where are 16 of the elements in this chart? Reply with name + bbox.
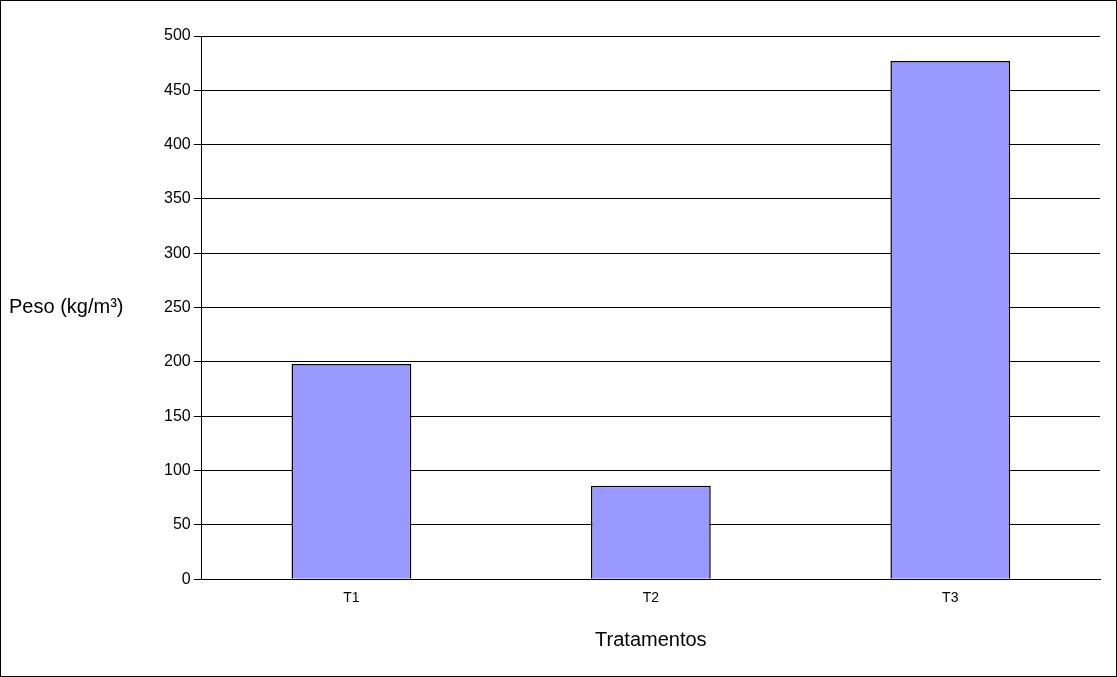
y-tick-label: 300 — [163, 243, 191, 261]
y-tick-label: 100 — [163, 460, 191, 478]
x-tick-label: T2 — [642, 589, 660, 606]
y-tick-label: 200 — [163, 352, 191, 370]
y-tick-label: 450 — [163, 80, 191, 98]
y-tick-label: 500 — [163, 26, 191, 44]
y-tick-label: 50 — [172, 515, 191, 533]
y-tick-label: 400 — [163, 135, 191, 153]
y-tick-label: 250 — [163, 298, 191, 316]
y-tick-label: 0 — [181, 569, 191, 587]
x-tick-label: T3 — [942, 589, 959, 606]
y-tick-label: 350 — [163, 189, 191, 207]
x-tick-label: T1 — [343, 589, 360, 606]
y-axis-title: Peso (kg/m³) — [9, 295, 124, 318]
x-axis-title: Tratamentos — [595, 627, 707, 650]
y-tick-label: 150 — [163, 406, 191, 424]
